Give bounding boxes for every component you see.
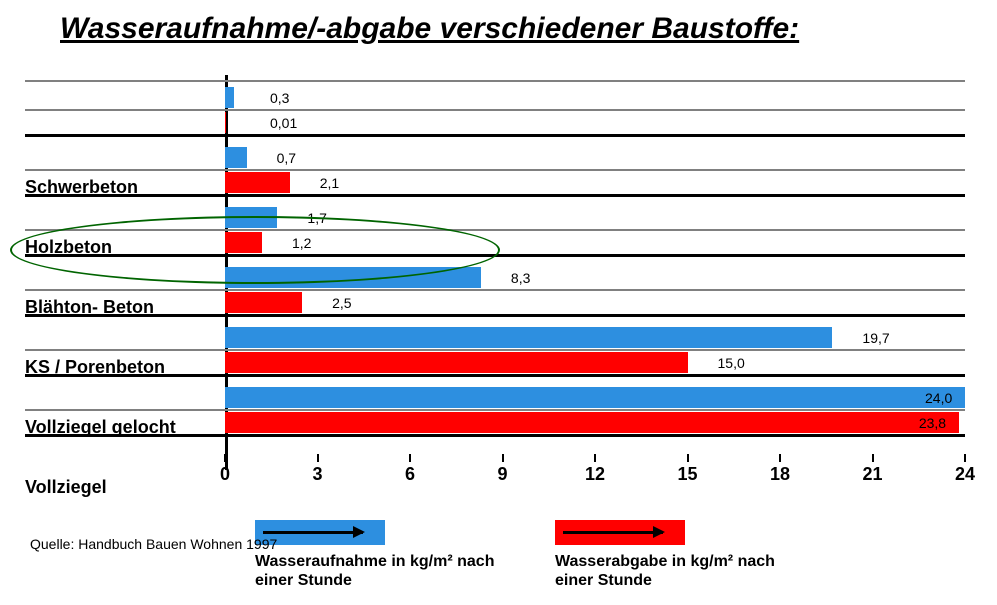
- legend-label-aufnahme: Wasseraufnahme in kg/m² nach einer Stund…: [255, 552, 515, 590]
- x-tick-label: 21: [862, 464, 882, 485]
- category-divider: [25, 374, 965, 377]
- category-label: Blähton- Beton: [25, 297, 154, 318]
- legend-arrow-icon: [563, 531, 663, 534]
- gridline: [25, 289, 965, 291]
- x-tick: [687, 454, 689, 462]
- bar-abgabe: [225, 412, 959, 433]
- value-label-abgabe: 2,5: [332, 295, 351, 311]
- chart-title: Wasseraufnahme/-abgabe verschiedener Bau…: [60, 12, 799, 46]
- category-divider: [25, 314, 965, 317]
- bar-aufnahme: [225, 267, 481, 288]
- x-tick-label: 9: [497, 464, 507, 485]
- source-text: Quelle: Handbuch Bauen Wohnen 1997: [30, 535, 277, 553]
- legend-swatch-abgabe: [555, 520, 685, 545]
- value-label-abgabe: 15,0: [718, 355, 745, 371]
- bar-aufnahme: [225, 387, 965, 408]
- category-label: Holzbeton: [25, 237, 112, 258]
- bar-aufnahme: [225, 207, 277, 228]
- category-label: KS / Porenbeton: [25, 357, 165, 378]
- value-label-aufnahme: 19,7: [862, 330, 889, 346]
- category-label: Vollziegel: [25, 477, 107, 498]
- category-divider: [25, 134, 965, 137]
- x-tick-label: 3: [312, 464, 322, 485]
- bar-aufnahme: [225, 147, 247, 168]
- bar-abgabe: [225, 172, 290, 193]
- bar-aufnahme: [225, 327, 832, 348]
- gridline: [25, 409, 965, 411]
- category-divider: [25, 194, 965, 197]
- gridline: [25, 229, 965, 231]
- value-label-abgabe: 0,01: [270, 115, 297, 131]
- x-tick: [502, 454, 504, 462]
- gridline: [25, 169, 965, 171]
- value-label-aufnahme: 0,3: [270, 90, 289, 106]
- gridline: [25, 80, 965, 82]
- gridline: [25, 349, 965, 351]
- bar-abgabe: [225, 232, 262, 253]
- x-tick-label: 15: [677, 464, 697, 485]
- legend-arrow-icon: [263, 531, 363, 534]
- x-tick-label: 24: [955, 464, 975, 485]
- x-tick: [224, 454, 226, 462]
- category-divider: [25, 254, 965, 257]
- x-tick: [964, 454, 966, 462]
- x-tick-label: 18: [770, 464, 790, 485]
- bar-aufnahme: [225, 87, 234, 108]
- x-tick-label: 6: [405, 464, 415, 485]
- value-label-aufnahme: 8,3: [511, 270, 530, 286]
- x-tick-label: 0: [220, 464, 230, 485]
- category-label: Vollziegel gelocht: [25, 417, 176, 438]
- x-tick: [594, 454, 596, 462]
- bar-abgabe: [225, 352, 688, 373]
- gridline: [25, 109, 965, 111]
- value-label-aufnahme: 0,7: [277, 150, 296, 166]
- value-label-abgabe: 23,8: [919, 415, 946, 431]
- value-label-aufnahme: 24,0: [925, 390, 952, 406]
- legend-label-abgabe: Wasserabgabe in kg/m² nach einer Stunde: [555, 552, 815, 590]
- value-label-abgabe: 2,1: [320, 175, 339, 191]
- x-tick: [872, 454, 874, 462]
- x-tick: [317, 454, 319, 462]
- x-tick: [409, 454, 411, 462]
- value-label-aufnahme: 1,7: [307, 210, 326, 226]
- plot-region: 0,3 0,01 0,7 2,1 1,7 1,2 8,3 2,5 19,7 15,0 24,0 23,…: [225, 80, 965, 465]
- category-label: Schwerbeton: [25, 177, 138, 198]
- value-label-abgabe: 1,2: [292, 235, 311, 251]
- bar-abgabe: [225, 292, 302, 313]
- x-tick: [779, 454, 781, 462]
- x-tick-label: 12: [585, 464, 605, 485]
- chart-area: 0,3 0,01 0,7 2,1 1,7 1,2 8,3 2,5 19,7 15,0 24,0 23,…: [0, 80, 997, 500]
